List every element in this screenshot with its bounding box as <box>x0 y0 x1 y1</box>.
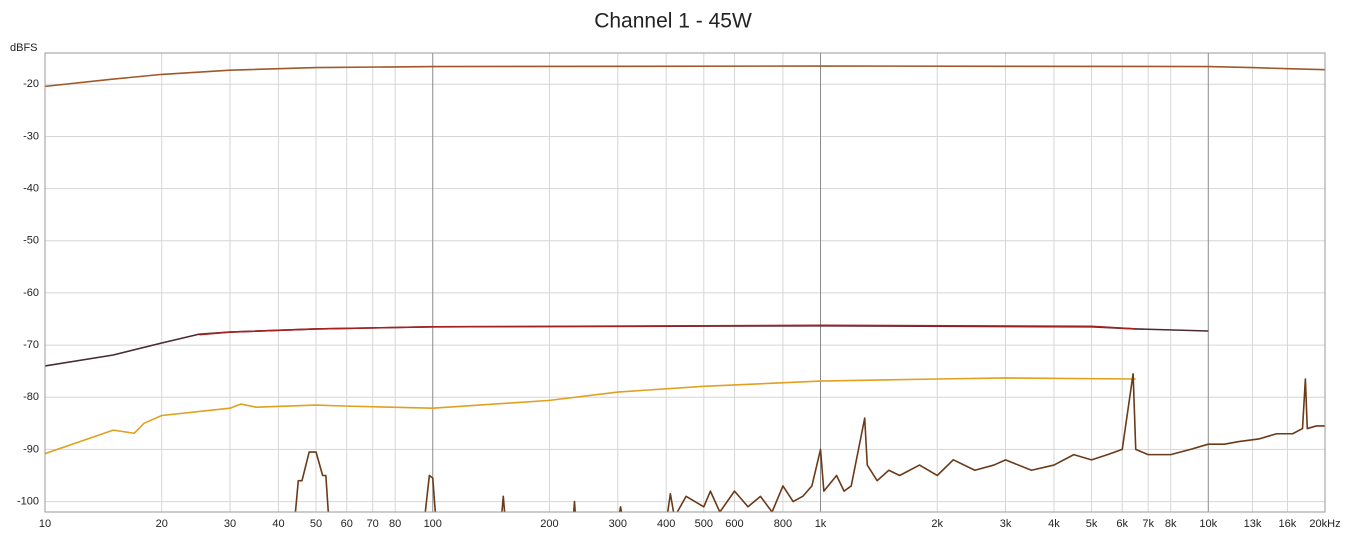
plot-frame <box>44 52 1326 513</box>
x-tick-label: 800 <box>774 518 792 530</box>
y-tick-label: -20 <box>23 78 39 90</box>
y-tick-label: -50 <box>23 235 39 247</box>
x-tick-label: 20kHz <box>1309 518 1340 530</box>
y-tick-label: -40 <box>23 183 39 195</box>
series-line <box>45 377 1136 455</box>
x-tick-label: 60 <box>341 518 353 530</box>
x-tick-label: 300 <box>609 518 627 530</box>
x-tick-label: 600 <box>725 518 743 530</box>
x-tick-label: 50 <box>310 518 322 530</box>
x-tick-label: 70 <box>367 518 379 530</box>
x-tick-label: 40 <box>272 518 284 530</box>
x-tick-label: 3k <box>1000 518 1012 530</box>
series-line <box>45 65 1325 88</box>
chart-title: Channel 1 - 45W <box>594 10 752 33</box>
plot-area <box>45 65 1325 512</box>
x-tick-label: 1k <box>815 518 827 530</box>
x-tick-label: 80 <box>389 518 401 530</box>
series-line <box>294 372 1325 512</box>
y-tick-label: -80 <box>23 391 39 403</box>
series-line <box>199 324 1136 336</box>
x-tick-label: 500 <box>695 518 713 530</box>
x-tick-label: 8k <box>1165 518 1177 530</box>
x-tick-label: 400 <box>657 518 675 530</box>
y-tick-label: -30 <box>23 130 39 142</box>
x-tick-label: 20 <box>156 518 168 530</box>
x-tick-label: 30 <box>224 518 236 530</box>
x-tick-label: 13k <box>1244 518 1262 530</box>
x-tick-label: 200 <box>540 518 558 530</box>
x-tick-label: 10 <box>39 518 51 530</box>
x-tick-label: 10k <box>1199 518 1217 530</box>
x-tick-label: 2k <box>931 518 943 530</box>
x-tick-label: 6k <box>1116 518 1128 530</box>
x-tick-label: 7k <box>1142 518 1154 530</box>
y-tick-label: -60 <box>23 287 39 299</box>
x-tick-label: 16k <box>1279 518 1297 530</box>
y-tick-label: -90 <box>23 443 39 455</box>
y-axis-label: dBFS <box>10 42 38 54</box>
y-tick-label: -100 <box>17 495 39 507</box>
x-tick-label: 4k <box>1048 518 1060 530</box>
x-tick-label: 100 <box>424 518 442 530</box>
series-line <box>45 324 1209 367</box>
x-tick-label: 5k <box>1086 518 1098 530</box>
y-tick-label: -70 <box>23 339 39 351</box>
